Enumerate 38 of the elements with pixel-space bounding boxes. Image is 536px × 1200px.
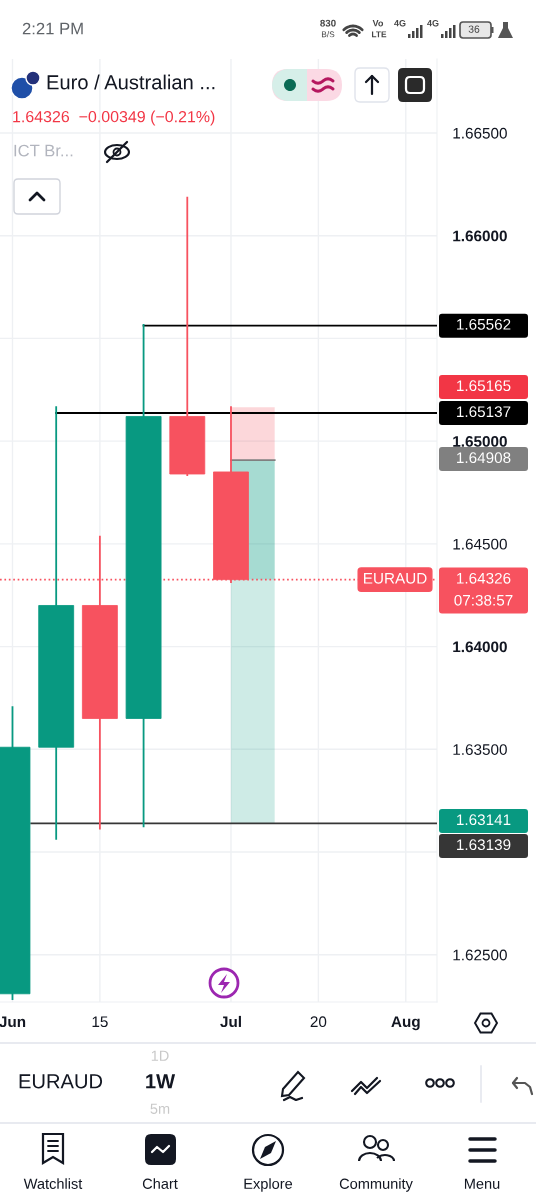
text: Community [339,1178,413,1192]
text: Menu [464,1178,500,1189]
y-tick-label: 1.64500 [453,538,507,550]
text: 1.63141 [457,814,511,826]
text: Watchlist [23,1178,83,1189]
x-tick-label: 15 [92,1016,108,1028]
y-tick-label: 1.65000 [453,436,507,447]
x-tick-label: 20 [310,1016,327,1028]
text: 2:21 PM [22,22,83,35]
text: LTE [372,31,387,38]
ref-line-label: 1.64326 07:38:57 [454,572,513,606]
text: 1.64326 −0.00349 (−0.21%) [13,110,215,126]
y-tick-label: 1.66000 [453,230,507,242]
text: Chart [142,1178,178,1189]
text: Vo [372,20,384,27]
text: 1.65165 [457,380,511,392]
data-label: 1.63139 [457,839,511,851]
y-tick-label: 1.66500 [453,127,507,139]
text: 4G [394,20,406,27]
text: Euro / Australian ... [47,74,215,90]
y-tick-label: 1.62500 [453,949,507,961]
text: 4G [427,20,439,27]
text: 830 [320,19,336,27]
data-label: 1.65137 [457,406,511,418]
text: B/S [321,31,335,38]
text: 1W [146,1074,176,1089]
text: 1.64908 [457,452,511,464]
y-tick-label: 1.64000 [453,641,507,653]
annotation: ICT Br... [14,144,73,157]
x-tick-label: Jul [220,1015,241,1028]
text: 36 [468,25,480,33]
y-tick-label: 1.63500 [453,744,507,755]
text: EURAUD [19,1074,103,1089]
text: Explore [244,1178,293,1192]
x-tick-label: Jun [0,1016,26,1028]
annotation: EURAUD [364,573,427,584]
x-tick-label: Aug [391,1016,420,1031]
data-label: 1.65562 [457,318,511,330]
